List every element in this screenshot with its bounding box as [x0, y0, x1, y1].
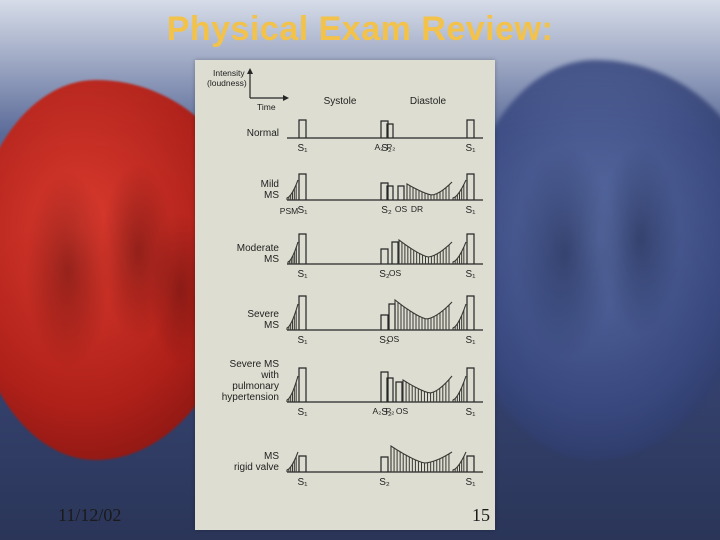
svg-text:MS: MS [264, 451, 279, 462]
svg-text:Systole: Systole [324, 96, 357, 107]
svg-text:Diastole: Diastole [410, 96, 447, 107]
svg-text:S₁: S₁ [465, 335, 476, 346]
background-heart-right [460, 60, 720, 460]
footer-page-text: 15 [472, 505, 490, 525]
footer-page-number: 15 [472, 505, 490, 526]
svg-text:Severe MS: Severe MS [230, 359, 280, 370]
svg-text:(loudness): (loudness) [207, 78, 247, 88]
svg-text:S₁: S₁ [297, 205, 308, 216]
slide-title: Physical Exam Review: [0, 10, 720, 49]
svg-text:S₂: S₂ [381, 205, 392, 216]
svg-text:with: with [260, 370, 279, 381]
svg-text:MS: MS [264, 190, 279, 201]
diagram-svg: Intensity(loudness) Time Systole Diastole No… [195, 60, 495, 530]
svg-text:S₁: S₁ [465, 269, 476, 280]
svg-text:S₁: S₁ [465, 205, 476, 216]
svg-text:OS: OS [395, 204, 408, 214]
svg-text:S₁: S₁ [297, 407, 308, 418]
svg-text:OS: OS [389, 268, 402, 278]
svg-text:A₂: A₂ [373, 406, 382, 416]
svg-text:Intensity: Intensity [213, 68, 245, 78]
svg-text:Time: Time [257, 102, 276, 112]
svg-text:S₁: S₁ [297, 143, 308, 154]
slide-title-text: Physical Exam Review: [167, 10, 554, 48]
svg-text:S₁: S₁ [465, 143, 476, 154]
svg-text:S₂: S₂ [379, 477, 390, 488]
svg-text:Normal: Normal [247, 128, 279, 139]
svg-text:rigid valve: rigid valve [234, 462, 279, 473]
svg-text:Moderate: Moderate [237, 243, 280, 254]
svg-text:PSM: PSM [280, 206, 298, 216]
svg-text:MS: MS [264, 254, 279, 265]
svg-text:DR: DR [411, 204, 423, 214]
svg-text:MS: MS [264, 320, 279, 331]
heart-sound-diagram: Intensity(loudness) Time Systole Diastole No… [195, 60, 495, 530]
svg-text:S₁: S₁ [297, 269, 308, 280]
svg-text:P₂: P₂ [386, 406, 395, 416]
svg-text:A₂: A₂ [375, 142, 384, 152]
svg-text:hypertension: hypertension [222, 392, 279, 403]
svg-text:pulmonary: pulmonary [232, 381, 279, 392]
footer-date: 11/12/02 [58, 505, 121, 526]
svg-text:P₂: P₂ [387, 142, 396, 152]
footer-date-text: 11/12/02 [58, 505, 121, 525]
svg-text:Mild: Mild [261, 179, 279, 190]
svg-text:S₁: S₁ [465, 477, 476, 488]
svg-text:OS: OS [387, 334, 400, 344]
svg-text:OS: OS [396, 406, 409, 416]
svg-text:S₁: S₁ [297, 335, 308, 346]
svg-text:Severe: Severe [247, 309, 279, 320]
svg-text:S₁: S₁ [297, 477, 308, 488]
svg-text:S₁: S₁ [465, 407, 476, 418]
